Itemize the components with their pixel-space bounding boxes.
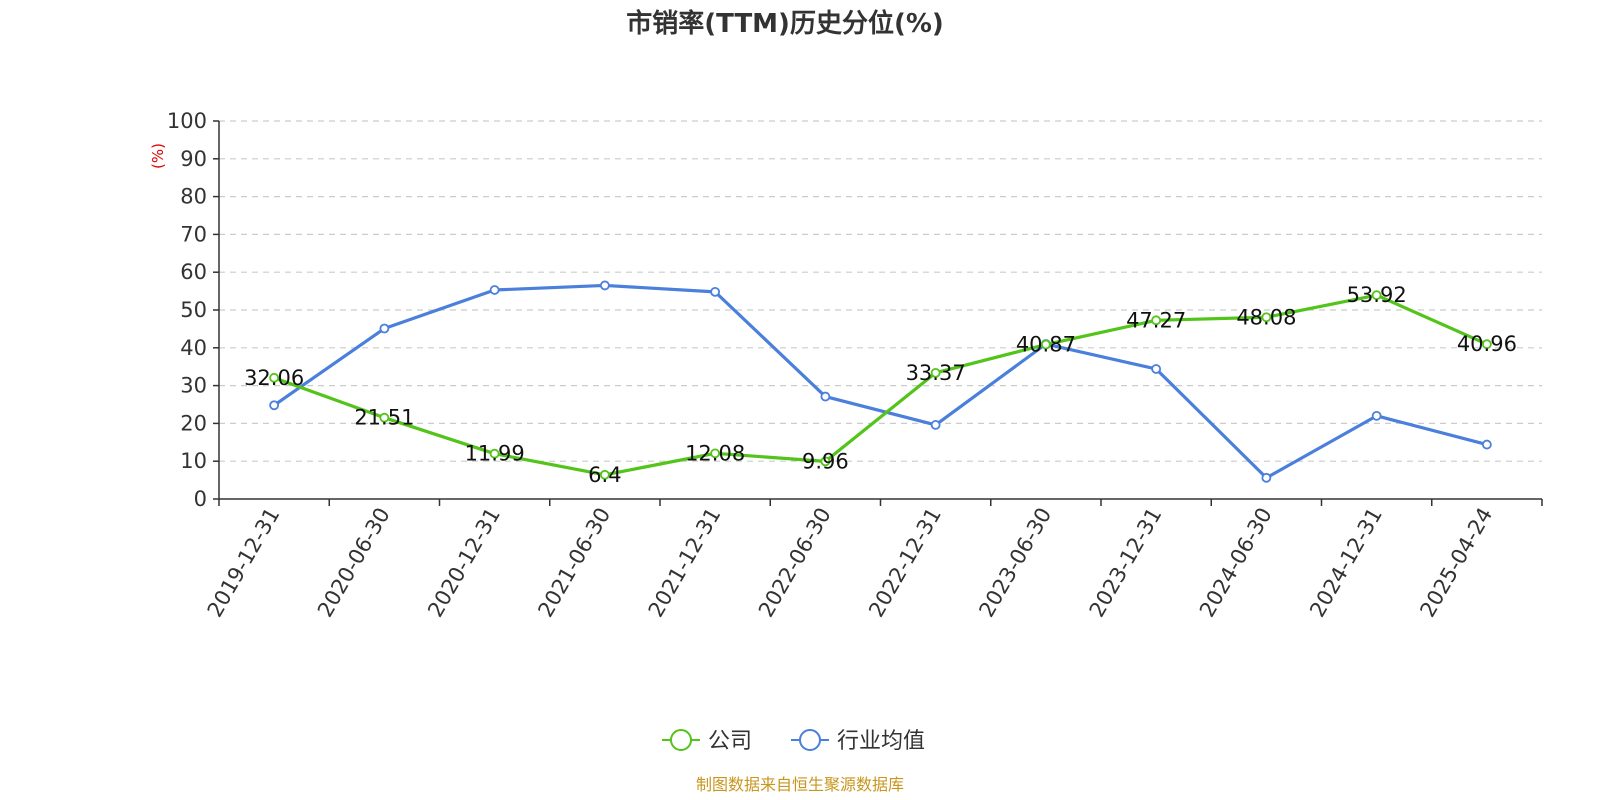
y-tick-label: 50 [180,298,207,322]
data-label: 48.08 [1236,305,1296,329]
x-tick-label: 2021-06-30 [533,504,615,622]
data-label: 32.06 [244,366,304,390]
chart-title: 市销率(TTM)历史分位(%) [626,8,944,39]
y-tick-label: 60 [180,260,207,284]
x-tick-label: 2020-06-30 [313,504,395,622]
legend: 公司 行业均值 [662,729,925,754]
data-point [1371,290,1382,301]
data-point [489,448,500,459]
data-point [1261,472,1272,483]
data-labels: 32.06 21.51 11.99 6.4 12.08 9.96 33.37 40.87 47.… [244,283,1517,487]
y-tick-label: 100 [167,109,207,133]
data-point [1481,339,1492,350]
data-point [599,280,610,291]
data-point [489,285,500,295]
x-tick-label: 2024-06-30 [1195,504,1277,622]
y-tick-label: 90 [180,147,207,171]
y-tick-label: 70 [180,222,207,246]
data-point [269,400,280,411]
data-point [1040,339,1051,350]
legend-marker [799,729,821,751]
data-label: 6.4 [588,463,621,487]
data-label: 11.99 [465,442,525,466]
y-tick-label: 80 [180,185,207,209]
series-line-1 [273,283,1488,480]
y-tick-label: 20 [180,411,207,435]
y-tick-label: 0 [194,487,207,511]
series-group [269,280,1492,483]
data-point [820,456,831,467]
data-label: 40.96 [1457,332,1517,356]
legend-label[interactable]: 公司 [708,729,752,754]
data-point [1151,364,1162,374]
data-point [379,412,390,423]
y-tick-label: 40 [180,336,207,360]
data-label: 9.96 [802,449,849,473]
data-point [379,323,390,334]
y-axis-ticks: 0 10 20 30 40 50 60 70 80 90 100 [167,109,219,511]
legend-marker [670,729,692,751]
data-label: 21.51 [354,406,414,430]
y-tick-label: 10 [180,449,207,473]
data-label: 40.87 [1016,333,1076,357]
data-point [1481,439,1492,450]
x-tick-label: 2019-12-31 [203,504,285,622]
x-tick-label: 2022-06-30 [754,504,836,622]
data-label: 47.27 [1126,308,1186,332]
data-point [599,469,610,480]
x-axis-ticks: 2019-12-31 2020-06-30 2020-12-31 2021-06-30… [203,499,1543,622]
data-label: 53.92 [1347,283,1407,307]
data-point [930,367,941,378]
data-point [710,448,721,459]
data-point [269,372,280,383]
legend-label[interactable]: 行业均值 [837,729,925,754]
data-point [1261,312,1272,323]
data-point [930,420,941,430]
series-line-0 [273,293,1488,477]
x-tick-label: 2025-04-24 [1415,504,1497,622]
y-tick-label: 30 [180,374,207,398]
x-tick-label: 2023-06-30 [974,504,1056,622]
grid-lines [219,120,1542,462]
source-note: 制图数据来自恒生聚源数据库 [696,775,904,794]
data-point [820,391,831,402]
data-label: 12.08 [685,441,745,465]
x-tick-label: 2023-12-31 [1085,504,1167,622]
data-point [710,286,721,297]
x-tick-label: 2020-12-31 [423,504,505,622]
x-tick-label: 2022-12-31 [864,504,946,622]
data-point [1371,410,1382,421]
y-axis-label: (%) [149,143,167,169]
data-point [1151,315,1162,326]
x-tick-label: 2024-12-31 [1305,504,1387,622]
x-tick-label: 2021-12-31 [644,504,726,622]
data-label: 33.37 [906,361,966,385]
